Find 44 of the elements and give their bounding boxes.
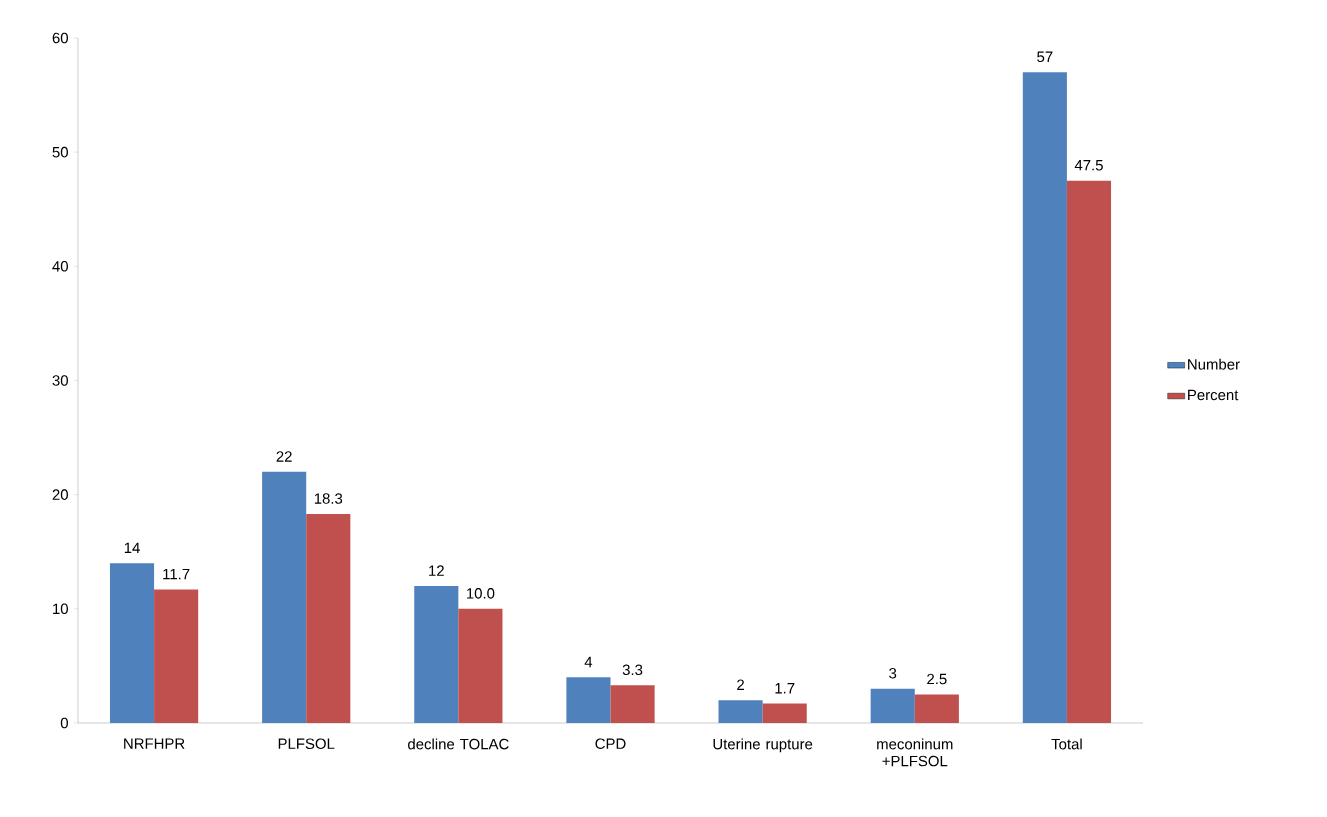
y-tick-label: 20 — [52, 489, 68, 500]
y-tick-label: 40 — [52, 261, 68, 272]
bar — [414, 586, 459, 723]
y-tick-label: 30 — [52, 375, 68, 386]
data-label: 3 — [889, 667, 897, 679]
bar — [610, 685, 655, 723]
bar — [154, 589, 199, 723]
x-tick-label: NRFHPR — [124, 738, 185, 749]
x-tick-label: meconinum +PLFSOL — [877, 738, 953, 767]
data-label: 4 — [584, 656, 593, 668]
bar — [718, 700, 763, 723]
y-tick-label: 0 — [60, 717, 68, 729]
bar — [870, 688, 915, 723]
data-label: 3.3 — [622, 664, 643, 676]
data-label: 2.5 — [927, 673, 947, 685]
x-tick-label: Total — [1051, 738, 1082, 750]
data-label: 10.0 — [467, 588, 495, 599]
data-label: 1.7 — [775, 683, 795, 694]
data-label: 57 — [1037, 51, 1053, 63]
x-tick-label: PLFSOL — [278, 738, 335, 750]
bar — [109, 563, 155, 723]
data-label: 22 — [276, 451, 292, 462]
y-tick-label: 60 — [52, 32, 68, 44]
bar — [566, 677, 611, 723]
bar — [458, 608, 503, 723]
legend-label: Percent — [1188, 389, 1239, 401]
bar — [1022, 72, 1067, 723]
data-label: 47.5 — [1074, 160, 1103, 171]
y-tick-label: 50 — [52, 146, 68, 158]
data-label: 2 — [737, 679, 744, 690]
bar — [762, 703, 807, 723]
bar — [306, 514, 351, 723]
data-label: 14 — [124, 542, 140, 553]
x-tick-label: Uterine rupture — [713, 738, 813, 753]
data-label: 12 — [429, 565, 444, 576]
data-label: 18.3 — [314, 493, 343, 504]
x-tick-label: CPD — [595, 738, 626, 750]
y-tick-label: 10 — [53, 603, 68, 615]
bar — [262, 471, 307, 723]
legend-label: Number — [1188, 358, 1240, 370]
bar — [914, 694, 959, 723]
data-label: 11.7 — [163, 568, 190, 580]
bar — [1066, 180, 1112, 723]
x-tick-label: decline TOLAC — [408, 738, 509, 750]
